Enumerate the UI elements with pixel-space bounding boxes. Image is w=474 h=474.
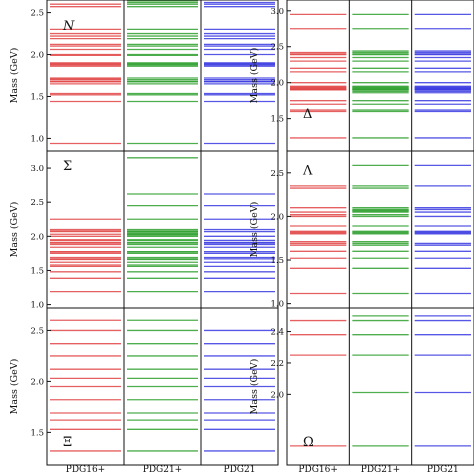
panel-3: 1.0 1.5 2.0 2.5 Mass (GeV) Λ bbox=[249, 150, 474, 310]
y-tick-label: 1.5 bbox=[30, 92, 44, 102]
panel-frame bbox=[46, 307, 279, 466]
y-tick-label: 1.5 bbox=[30, 428, 44, 438]
y-axis-title: Mass (GeV) bbox=[249, 48, 260, 104]
baryon-label: Ξ bbox=[63, 435, 72, 450]
y-tick-label: 2.5 bbox=[270, 169, 284, 179]
y-tick-label: 3.0 bbox=[30, 164, 44, 174]
y-tick-label: 2.5 bbox=[270, 43, 284, 53]
series-pdg21plus bbox=[352, 315, 409, 447]
panel-4: 1.5 2.0 2.5 Mass (GeV) Ξ bbox=[9, 307, 279, 466]
y-axis-title: Mass (GeV) bbox=[9, 359, 20, 415]
y-axis-title: Mass (GeV) bbox=[249, 359, 260, 415]
column-label: PDG16+ bbox=[298, 465, 337, 474]
series-pdg21 bbox=[414, 13, 471, 139]
column-label: PDG16+ bbox=[66, 465, 105, 474]
series-pdg21 bbox=[414, 315, 471, 447]
panel-frame bbox=[286, 0, 474, 152]
y-tick-label: 2.0 bbox=[30, 377, 44, 387]
y-tick-label: 2.4 bbox=[270, 328, 284, 338]
y-tick-label: 2.0 bbox=[30, 51, 44, 61]
panel-frame bbox=[286, 150, 474, 309]
series-pdg16 bbox=[50, 3, 121, 145]
baryon-label: N bbox=[62, 19, 75, 34]
panel-frame bbox=[286, 307, 474, 466]
y-tick-label: 2.2 bbox=[270, 359, 284, 369]
y-tick-label: 2.0 bbox=[30, 232, 44, 242]
series-pdg21 bbox=[204, 1, 275, 145]
panel-5: 2.0 2.2 2.4 Mass (GeV) Ω bbox=[249, 307, 474, 466]
y-tick-label: 2.0 bbox=[270, 212, 284, 222]
series-pdg16 bbox=[290, 185, 347, 295]
series-pdg21plus bbox=[127, 319, 198, 452]
y-tick-label: 1.5 bbox=[270, 256, 284, 266]
y-tick-label: 2.0 bbox=[270, 390, 284, 400]
y-tick-label: 1.5 bbox=[270, 115, 284, 125]
column-label: PDG21+ bbox=[361, 465, 400, 474]
panel-0: 1.0 1.5 2.0 2.5 Mass (GeV) N bbox=[9, 0, 279, 152]
y-axis-title: Mass (GeV) bbox=[9, 48, 20, 104]
series-pdg16 bbox=[50, 218, 121, 293]
series-pdg21 bbox=[204, 329, 275, 452]
series-pdg21plus bbox=[352, 13, 409, 139]
y-tick-label: 1.0 bbox=[30, 301, 44, 311]
column-label: PDG21 bbox=[427, 465, 459, 474]
series-pdg21plus bbox=[352, 164, 409, 295]
column-label: PDG21+ bbox=[143, 465, 182, 474]
y-tick-label: 3.0 bbox=[270, 7, 284, 17]
baryon-label: Ω bbox=[303, 435, 314, 450]
panel-frame bbox=[46, 0, 279, 152]
series-pdg21plus bbox=[127, 157, 198, 293]
panel-2: 1.0 1.5 2.0 2.5 3.0 Mass (GeV) Σ bbox=[9, 150, 279, 311]
series-pdg16 bbox=[290, 319, 347, 447]
series-pdg21 bbox=[204, 193, 275, 293]
y-tick-label: 1.5 bbox=[30, 266, 44, 276]
y-tick-label: 1.0 bbox=[30, 134, 44, 144]
y-tick-label: 1.0 bbox=[270, 300, 284, 310]
y-tick-label: 2.0 bbox=[270, 79, 284, 89]
y-axis-title: Mass (GeV) bbox=[9, 202, 20, 258]
y-tick-label: 2.5 bbox=[30, 198, 44, 208]
baryon-label: Σ bbox=[63, 159, 72, 174]
baryon-label: Λ bbox=[302, 164, 313, 179]
y-tick-label: 2.5 bbox=[30, 326, 44, 336]
series-pdg16 bbox=[50, 319, 121, 452]
series-pdg16 bbox=[290, 13, 347, 139]
baryon-label: Δ bbox=[303, 107, 312, 122]
y-tick-label: 2.5 bbox=[30, 9, 44, 19]
column-label: PDG21 bbox=[224, 465, 256, 474]
panel-1: 1.5 2.0 2.5 3.0 Mass (GeV) Δ bbox=[249, 0, 474, 152]
y-axis-title: Mass (GeV) bbox=[249, 202, 260, 258]
series-pdg21plus bbox=[127, 0, 198, 145]
series-pdg21 bbox=[414, 164, 471, 295]
